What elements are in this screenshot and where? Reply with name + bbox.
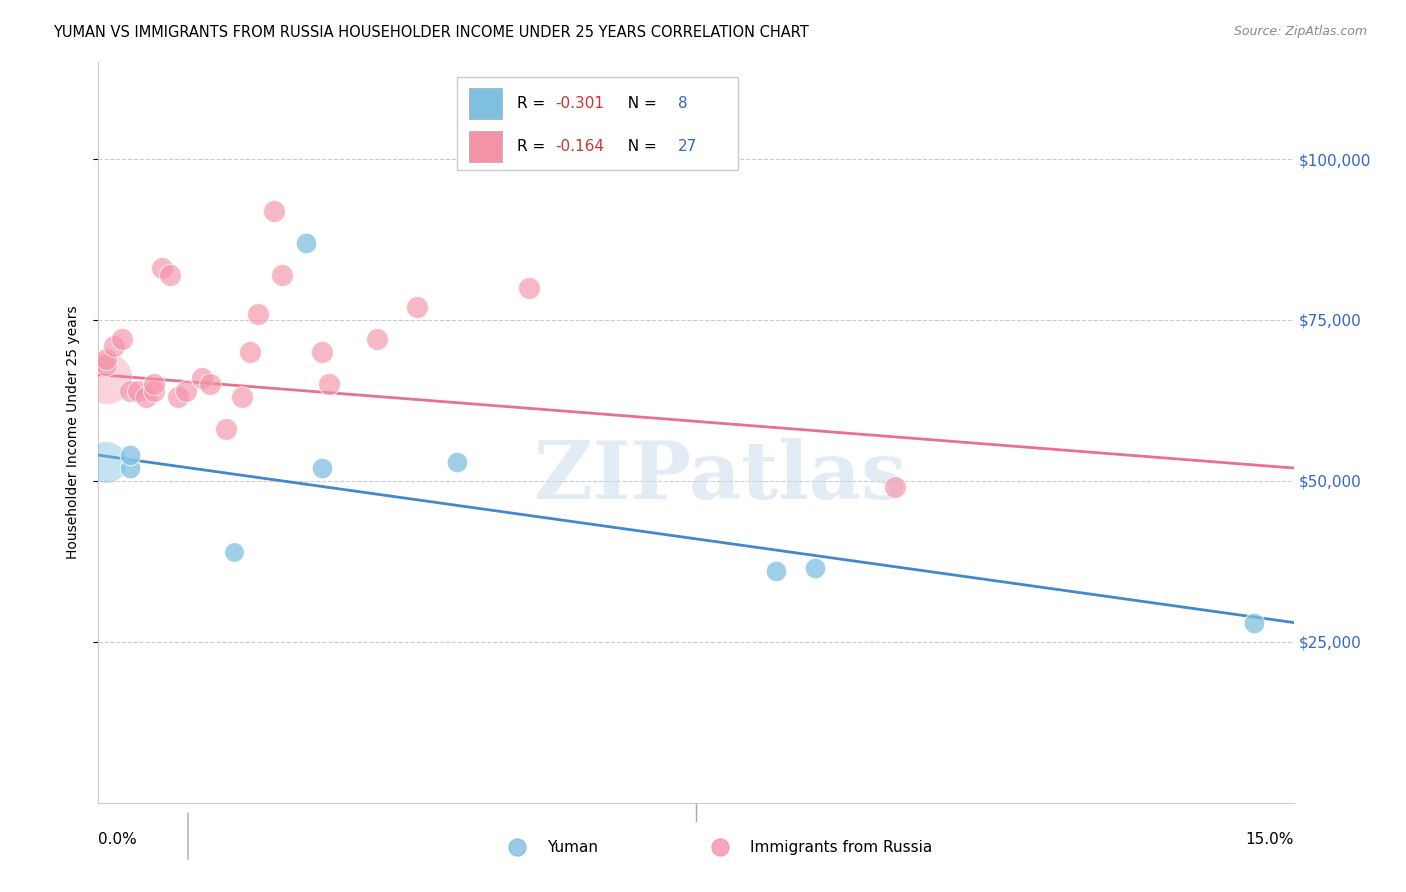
Point	[804, 561, 827, 575]
Point	[150, 261, 173, 276]
Point	[884, 480, 907, 494]
Point	[231, 390, 253, 404]
Point	[270, 268, 292, 282]
Point	[120, 384, 142, 398]
Bar	[470, 131, 502, 162]
Text: R =: R =	[517, 95, 550, 111]
Text: ZIPatlas: ZIPatlas	[534, 438, 905, 516]
Point	[96, 454, 118, 468]
Point	[263, 203, 285, 218]
Point	[191, 371, 214, 385]
Text: N =: N =	[619, 139, 662, 154]
Text: Source: ZipAtlas.com: Source: ZipAtlas.com	[1233, 25, 1367, 38]
Point	[1243, 615, 1265, 630]
Point	[765, 564, 787, 578]
Point	[174, 384, 197, 398]
Point	[167, 390, 190, 404]
Point	[246, 306, 269, 320]
Text: Yuman: Yuman	[547, 839, 598, 855]
Point	[311, 345, 333, 359]
Point	[198, 377, 221, 392]
Text: -0.164: -0.164	[555, 139, 605, 154]
Point	[215, 422, 238, 436]
Point	[127, 384, 149, 398]
Point	[366, 332, 388, 346]
Point	[318, 377, 340, 392]
Point	[517, 281, 540, 295]
Point	[96, 351, 118, 366]
Text: 8: 8	[678, 95, 688, 111]
Y-axis label: Householder Income Under 25 years: Householder Income Under 25 years	[66, 306, 80, 559]
Point	[135, 390, 157, 404]
Point	[311, 461, 333, 475]
Point	[96, 358, 118, 372]
FancyBboxPatch shape	[457, 78, 738, 169]
Point	[143, 377, 166, 392]
Bar	[470, 87, 502, 119]
Point	[159, 268, 181, 282]
Point	[103, 339, 125, 353]
Text: Immigrants from Russia: Immigrants from Russia	[749, 839, 932, 855]
Point	[222, 545, 245, 559]
Point	[120, 461, 142, 475]
Point	[239, 345, 262, 359]
Text: 27: 27	[678, 139, 697, 154]
Point	[96, 371, 118, 385]
Point	[446, 454, 468, 468]
Text: 0.0%: 0.0%	[98, 832, 138, 847]
Point	[111, 332, 134, 346]
Text: 15.0%: 15.0%	[1246, 832, 1294, 847]
Text: R =: R =	[517, 139, 550, 154]
Point	[120, 448, 142, 462]
Point	[143, 384, 166, 398]
Text: N =: N =	[619, 95, 662, 111]
Point	[294, 235, 316, 250]
Text: -0.301: -0.301	[555, 95, 605, 111]
Text: YUMAN VS IMMIGRANTS FROM RUSSIA HOUSEHOLDER INCOME UNDER 25 YEARS CORRELATION CH: YUMAN VS IMMIGRANTS FROM RUSSIA HOUSEHOL…	[53, 25, 810, 40]
Point	[406, 300, 429, 314]
